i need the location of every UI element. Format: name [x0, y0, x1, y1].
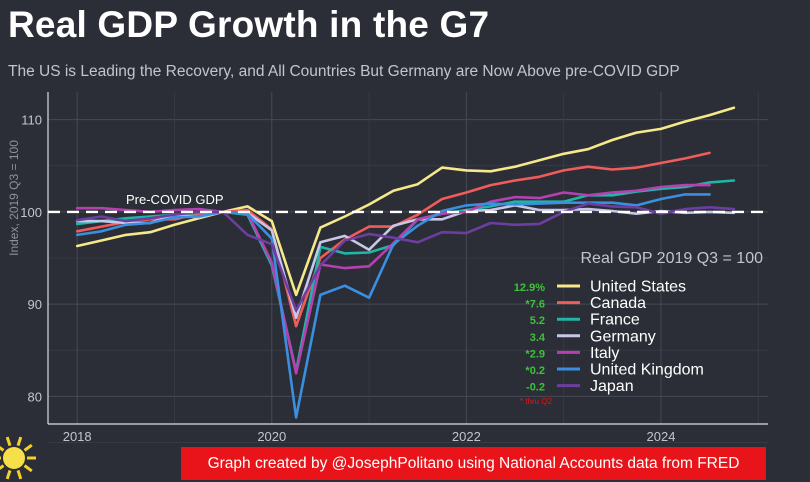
chart-subtitle: The US is Leading the Recovery, and All …: [8, 63, 680, 80]
legend-title: Real GDP 2019 Q3 = 100: [581, 250, 764, 267]
x-tick-label: 2022: [452, 429, 481, 444]
y-tick-label: 110: [21, 113, 42, 128]
legend-label: United Kingdom: [590, 362, 704, 379]
x-tick-label: 2020: [257, 429, 286, 444]
legend-change-value: *2.9: [525, 348, 545, 360]
sun-ray: [16, 469, 23, 480]
legend-change-value: -0.2: [526, 382, 545, 394]
sun-ray: [16, 436, 23, 447]
sun-ray: [0, 445, 5, 452]
legend-change-value: *7.6: [525, 299, 545, 311]
legend-label: Japan: [590, 378, 634, 395]
sun-ray: [23, 443, 33, 452]
x-tick-label: 2024: [647, 429, 676, 444]
sun-ray: [5, 436, 12, 447]
pre-covid-label: Pre-COVID GDP: [126, 192, 224, 207]
sun-ray: [23, 464, 33, 473]
sun-logo: [3, 447, 25, 469]
legend-change-value: 5.2: [530, 315, 545, 327]
y-tick-label: 100: [20, 205, 42, 220]
x-tick-label: 2018: [63, 429, 92, 444]
credit-banner: Graph created by @JosephPolitano using N…: [181, 447, 766, 480]
series-line-united-kingdom: [75, 193, 711, 419]
legend-change-value: *0.2: [525, 365, 545, 377]
sun-ray: [5, 469, 12, 480]
series-line-united-states: [75, 106, 736, 297]
y-axis-title: Index, 2019 Q3 = 100: [7, 140, 21, 256]
legend-footnote: * thru Q2: [520, 397, 553, 406]
legend-label: Canada: [590, 295, 646, 312]
sun-ray: [0, 464, 5, 471]
legend-label: Germany: [590, 328, 656, 345]
legend-label: Italy: [590, 345, 619, 362]
series-line-japan: [75, 202, 736, 312]
legend-label: France: [590, 312, 640, 329]
legend-change-value: 3.4: [530, 332, 546, 344]
y-tick-label: 90: [28, 297, 42, 312]
legend-label: United States: [590, 279, 686, 296]
chart-title: Real GDP Growth in the G7: [8, 4, 490, 45]
legend-change-value: 12.9%: [514, 282, 545, 294]
y-tick-label: 80: [28, 389, 42, 404]
